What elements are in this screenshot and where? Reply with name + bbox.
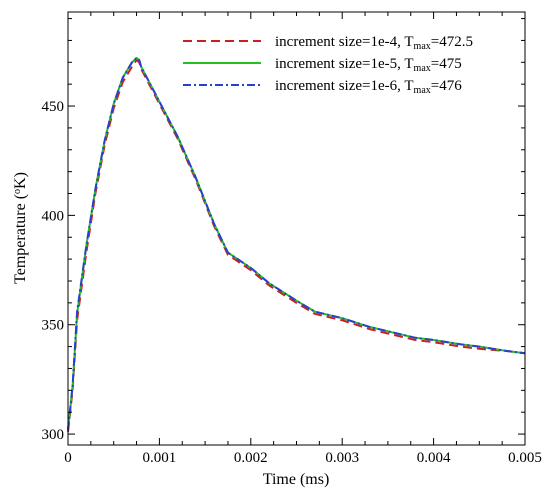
y-tick-label: 300 — [42, 427, 65, 443]
y-axis-label-sup: o — [12, 189, 23, 194]
series-line-3 — [67, 56, 526, 430]
x-tick-label: 0.001 — [143, 450, 177, 466]
y-axis-label: Temperature (oK) — [12, 172, 30, 284]
series-layer — [67, 56, 526, 433]
y-tick-label: 400 — [42, 208, 65, 224]
y-tick-label: 350 — [42, 318, 65, 334]
legend: increment size=1e-4, Tmax=472.5increment… — [183, 34, 473, 96]
legend-label-sub: max — [414, 85, 431, 96]
legend-label-prefix: increment size=1e-5, T — [275, 56, 414, 72]
tick-layer: 0 0.001 0.002 0.003 0.004 0.005 300 350 400 450 — [42, 12, 542, 466]
legend-label-prefix: increment size=1e-4, T — [275, 34, 414, 50]
y-tick-label: 450 — [42, 99, 65, 115]
legend-label-1: increment size=1e-4, Tmax=472.5 — [275, 34, 473, 52]
legend-label-prefix: increment size=1e-6, T — [275, 78, 414, 94]
x-tick-label: 0 — [64, 450, 72, 466]
legend-label-3: increment size=1e-6, Tmax=476 — [275, 78, 462, 96]
legend-label-sub: max — [414, 41, 431, 52]
x-tick-label: 0.004 — [417, 450, 451, 466]
legend-label-sub: max — [414, 63, 431, 74]
x-axis-label: Time (ms) — [263, 471, 330, 488]
legend-label-suffix: =476 — [431, 78, 462, 94]
x-tick-label: 0.005 — [508, 450, 542, 466]
legend-label-suffix: =475 — [431, 56, 462, 72]
y-axis-label-main: Temperature ( — [12, 194, 29, 284]
legend-label-2: increment size=1e-5, Tmax=475 — [275, 56, 462, 74]
x-tick-label: 0.002 — [234, 450, 268, 466]
legend-label-suffix: =472.5 — [431, 34, 473, 50]
x-tick-label: 0.003 — [325, 450, 359, 466]
y-axis-label-unit: K) — [12, 172, 29, 189]
